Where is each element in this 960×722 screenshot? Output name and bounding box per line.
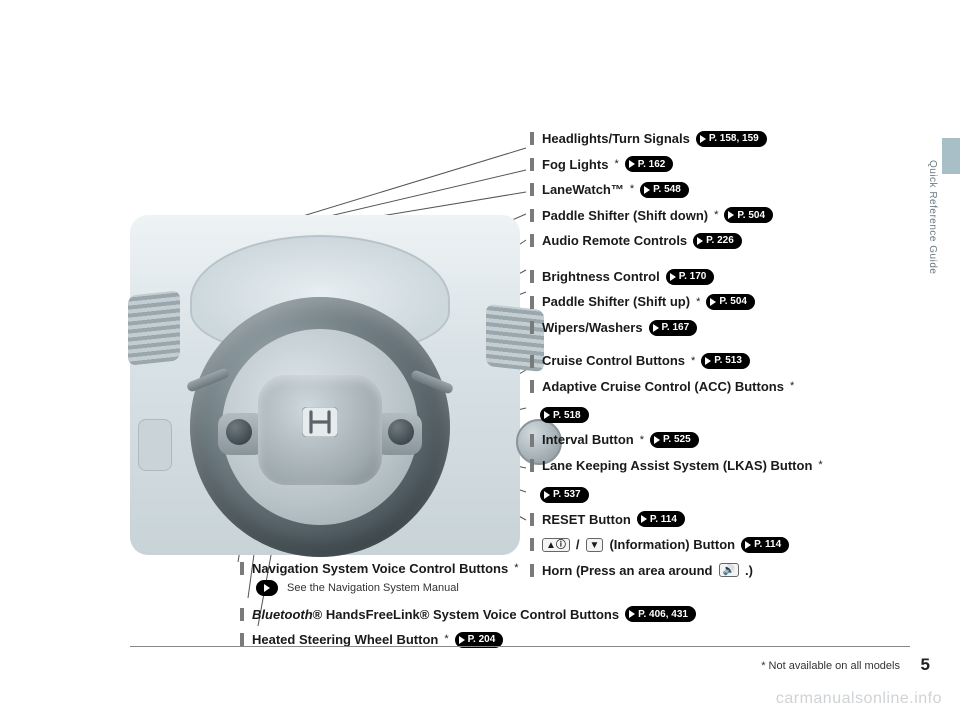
watermark: carmanualsonline.info xyxy=(776,690,942,708)
callout-headlights: Headlights/Turn Signals P. 158, 159 xyxy=(530,130,930,148)
callout-label: Fog Lights xyxy=(542,156,608,174)
callout-brightness: Brightness Control P. 170 xyxy=(530,268,930,286)
callout-lkas: Lane Keeping Assist System (LKAS) Button… xyxy=(530,457,930,503)
callout-nav-voice: Navigation System Voice Control Buttons* xyxy=(240,560,880,578)
dashboard-illustration xyxy=(130,215,520,555)
callout-nav-sub: See the Navigation System Manual xyxy=(256,580,880,596)
page-ref-pill: P. 406, 431 xyxy=(625,606,696,622)
callouts-right: Headlights/Turn Signals P. 158, 159 Fog … xyxy=(530,130,930,587)
callout-label: Bluetooth® HandsFreeLink® System Voice C… xyxy=(252,606,619,624)
callout-label: Paddle Shifter (Shift down) xyxy=(542,207,708,225)
footnote: * Not available on all models xyxy=(761,660,900,672)
callout-acc: Adaptive Cruise Control (ACC) Buttons* P… xyxy=(530,378,930,424)
page-ref-pill: P. 537 xyxy=(540,487,589,503)
callout-label: Adaptive Cruise Control (ACC) Buttons xyxy=(542,378,784,396)
page-ref-pill: P. 167 xyxy=(649,320,698,336)
callout-label: Interval Button xyxy=(542,431,634,449)
callout-interval: Interval Button* P. 525 xyxy=(530,431,930,449)
callout-label: (Information) Button xyxy=(609,536,735,554)
callout-label: RESET Button xyxy=(542,511,631,529)
callout-label: Brightness Control xyxy=(542,268,660,286)
callout-label: LaneWatch™ xyxy=(542,181,624,199)
callout-label: Audio Remote Controls xyxy=(542,232,687,250)
page-ref-pill: P. 158, 159 xyxy=(696,131,767,147)
callout-cruise: Cruise Control Buttons* P. 513 xyxy=(530,352,930,370)
footer-rule xyxy=(130,646,910,647)
page-ref-pill: P. 114 xyxy=(741,537,789,553)
page-ref-pill: P. 518 xyxy=(540,407,589,423)
left-control-pad xyxy=(226,419,252,445)
callout-wipers: Wipers/Washers P. 167 xyxy=(530,319,930,337)
ref-arrow-icon xyxy=(256,580,278,596)
honda-logo-icon xyxy=(302,407,338,437)
callout-subtext: See the Navigation System Manual xyxy=(287,582,459,594)
page-ref-pill: P. 504 xyxy=(706,294,755,310)
info-down-icon: ▼ xyxy=(586,538,604,552)
callout-reset: RESET Button P. 114 xyxy=(530,511,930,529)
page-ref-pill: P. 170 xyxy=(666,269,715,285)
content-area: Headlights/Turn Signals P. 158, 159 Fog … xyxy=(130,130,930,670)
callout-paddle-down: Paddle Shifter (Shift down)* P. 504 xyxy=(530,207,930,225)
callout-lanewatch: LaneWatch™* P. 548 xyxy=(530,181,930,199)
page-ref-pill: P. 162 xyxy=(625,156,674,172)
callout-bluetooth-hfl: Bluetooth® HandsFreeLink® System Voice C… xyxy=(240,606,880,624)
right-control-pad xyxy=(388,419,414,445)
page-ref-pill: P. 226 xyxy=(693,233,742,249)
callout-label: Paddle Shifter (Shift up) xyxy=(542,293,690,311)
page-number: 5 xyxy=(921,655,930,675)
info-up-icon: ▲ⓘ xyxy=(542,538,570,552)
callout-fog-lights: Fog Lights* P. 162 xyxy=(530,156,930,174)
callout-info-button: ▲ⓘ/▼ (Information) Button P. 114 xyxy=(530,536,930,554)
callout-audio-remote: Audio Remote Controls P. 226 xyxy=(530,232,930,250)
page-ref-pill: P. 513 xyxy=(701,353,750,369)
page-ref-pill: P. 525 xyxy=(650,432,699,448)
page-ref-pill: P. 114 xyxy=(637,511,685,527)
callout-paddle-up: Paddle Shifter (Shift up)* P. 504 xyxy=(530,293,930,311)
section-tab xyxy=(942,138,960,174)
callout-label: Lane Keeping Assist System (LKAS) Button xyxy=(542,457,812,475)
callout-label: Wipers/Washers xyxy=(542,319,643,337)
page-ref-pill: P. 548 xyxy=(640,182,689,198)
vent-left xyxy=(128,290,180,365)
page: Quick Reference Guide xyxy=(0,0,960,722)
callout-label: Navigation System Voice Control Buttons xyxy=(252,560,508,578)
side-switch-panel xyxy=(138,419,172,471)
callout-label: Headlights/Turn Signals xyxy=(542,130,690,148)
callout-label: Cruise Control Buttons xyxy=(542,352,685,370)
callouts-bottom: Navigation System Voice Control Buttons*… xyxy=(240,560,880,657)
page-ref-pill: P. 504 xyxy=(724,207,773,223)
